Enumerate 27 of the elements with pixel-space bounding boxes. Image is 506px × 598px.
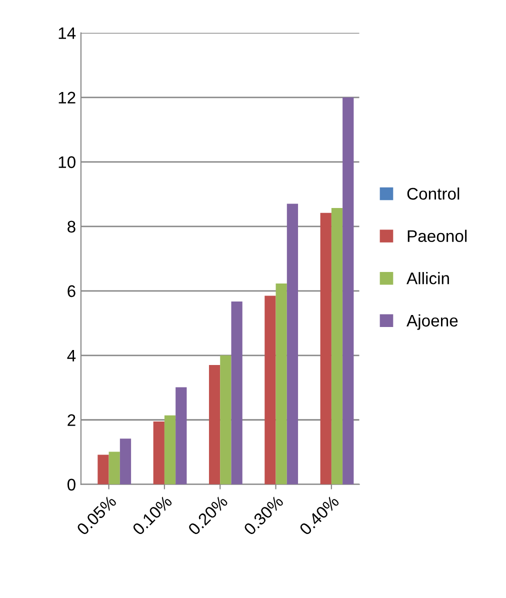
bar	[153, 421, 164, 484]
legend-label: Control	[407, 187, 460, 200]
y-tick-label: 14	[58, 27, 76, 39]
bar	[320, 212, 332, 484]
bar	[220, 355, 232, 484]
bar	[176, 387, 187, 484]
y-tick-label: 4	[67, 350, 76, 362]
bar	[231, 302, 242, 484]
y-tick-label: 0	[67, 478, 76, 491]
bar	[108, 452, 120, 484]
y-tick-label: 8	[68, 220, 76, 233]
y-tick-label: 6	[68, 285, 76, 298]
y-tick-label: 2	[68, 414, 76, 426]
bar	[164, 415, 176, 484]
bar	[208, 365, 220, 484]
bar	[98, 454, 109, 484]
legend-label: Paeonol	[408, 230, 467, 242]
legend-label: Allicin	[406, 272, 449, 284]
bar	[286, 204, 298, 484]
bar	[342, 97, 354, 484]
bar	[264, 296, 276, 484]
legend-label: Ajoene	[406, 314, 458, 330]
y-tick-label: 12	[58, 92, 76, 104]
bar	[276, 283, 287, 484]
bar	[331, 208, 343, 484]
y-tick-label: 10	[58, 156, 76, 168]
bar	[120, 438, 132, 484]
